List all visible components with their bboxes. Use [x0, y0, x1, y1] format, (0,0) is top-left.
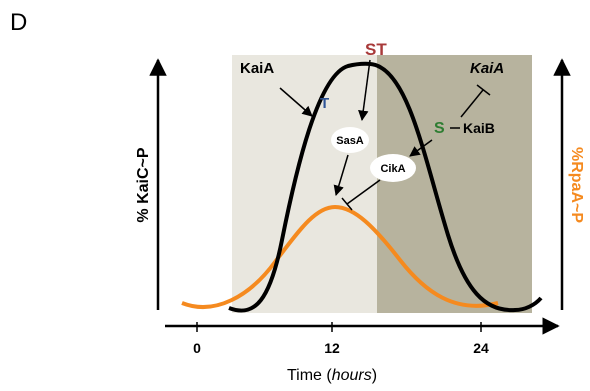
kaia-right-label: KaiA — [470, 60, 504, 77]
kaia-left-label: KaiA — [240, 60, 274, 77]
cika-inhibit-line — [346, 179, 381, 205]
y-axis-left-label: % KaiC~P — [135, 147, 152, 222]
rpaa-curve — [181, 204, 499, 309]
cika-bubble — [370, 154, 416, 182]
kaia-arrow — [279, 87, 313, 117]
t-label: T — [320, 95, 329, 112]
st-label: ST — [365, 40, 387, 59]
day-shade — [232, 55, 377, 313]
kaib-to-cika-arrow — [409, 139, 433, 157]
kaic-curve — [228, 61, 543, 313]
sasa-bubble — [331, 127, 369, 153]
sasa-label: SasA — [336, 135, 364, 147]
x-tick-label-24: 24 — [473, 340, 489, 356]
kaib-label: KaiB — [463, 120, 495, 136]
y-axis-right-label: %RpaA~P — [568, 147, 585, 223]
st-to-sasa-arrow — [358, 59, 371, 122]
kaia-inhibit-bar — [476, 84, 491, 96]
s-label: S — [434, 120, 445, 137]
sasa-to-rpaa-arrow — [333, 154, 349, 197]
x-tick-label-0: 0 — [193, 340, 201, 356]
cika-label: CikA — [380, 163, 405, 175]
panel-label: D — [10, 9, 27, 36]
cika-inhibit-bar — [341, 197, 353, 211]
kaia-inhibit-line — [460, 89, 484, 118]
x-axis-label: Time (hours) — [287, 367, 377, 384]
x-tick-label-12: 12 — [324, 340, 340, 356]
